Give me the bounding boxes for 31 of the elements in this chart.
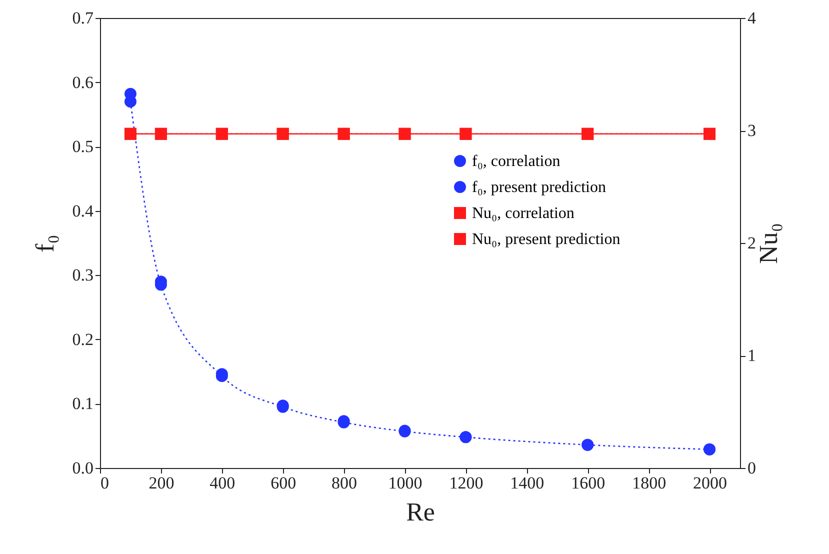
- x-tick-label: 1800: [632, 474, 666, 492]
- legend-label: f₀, correlation: [472, 153, 560, 170]
- y-tick-label: 0.7: [72, 8, 94, 28]
- y2-tick-label: 0: [748, 458, 756, 478]
- y-tick-label: 0.2: [72, 330, 94, 349]
- x-axis-title: Re: [406, 498, 435, 526]
- y-axis-title: f₀: [30, 234, 60, 252]
- x-tick-label: 400: [210, 474, 236, 492]
- legend-label: Nu₀, present prediction: [472, 231, 620, 248]
- y2-tick-label: 4: [748, 8, 756, 28]
- x-tick-label: 800: [332, 474, 358, 492]
- x-tick-label: 1000: [388, 474, 422, 492]
- y-tick-label: 0.0: [72, 458, 94, 478]
- x-tick-label: 600: [270, 474, 296, 492]
- y-tick-label: 0.5: [72, 137, 94, 156]
- x-tick-label: 1600: [571, 474, 606, 492]
- x-tick-label: 1400: [510, 474, 544, 492]
- y2-axis-title: Nu₀: [754, 223, 783, 264]
- x-tick-label: 1200: [449, 474, 484, 492]
- legend-label: Nu₀, correlation: [472, 205, 574, 222]
- x-tick-label: 2000: [693, 474, 728, 492]
- x-tick-label: 200: [148, 474, 174, 492]
- y-tick-label: 0.1: [72, 394, 94, 414]
- y-tick-label: 0.4: [72, 201, 94, 220]
- legend-label: f₀, present prediction: [472, 179, 606, 196]
- x-tick-label: 0: [100, 474, 109, 492]
- y-tick-label: 0.6: [72, 72, 94, 92]
- y-tick-label: 0.3: [72, 266, 94, 285]
- y2-tick-label: 2: [748, 234, 756, 252]
- y2-tick-label: 3: [748, 121, 756, 140]
- y2-tick-label: 1: [748, 346, 756, 365]
